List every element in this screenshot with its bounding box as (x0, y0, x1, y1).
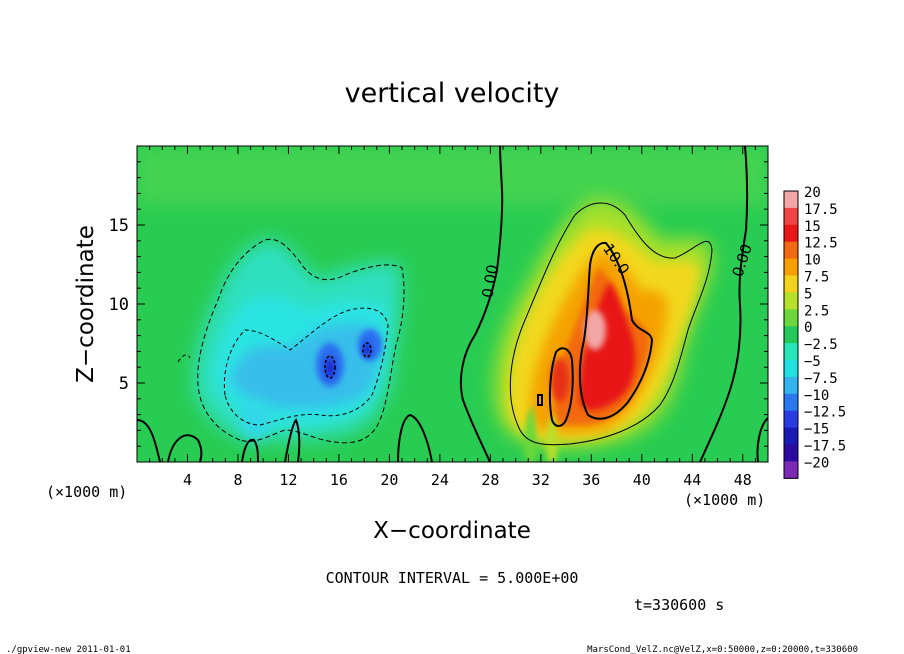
colorbar-label-3: 12.5 (804, 236, 838, 252)
colorbar-swatch-8 (784, 326, 798, 344)
x-tick-label-44: 44 (683, 471, 701, 489)
x-tick-label-16: 16 (330, 471, 348, 489)
contour-zero-right (699, 146, 749, 462)
time-text: t=330600 s (634, 596, 724, 614)
downdraft-core-right (358, 329, 382, 361)
colorbar-label-2: 15 (804, 219, 821, 235)
contour-plus-10 (578, 241, 654, 420)
contour-zero-bottom-5 (397, 413, 433, 462)
colorbar-swatch-3 (784, 241, 798, 260)
colorbar-label-10: −5 (804, 354, 821, 370)
updraft-region (494, 199, 713, 462)
contour-zero-bottom-1 (137, 419, 161, 462)
colorbar-label-12: −10 (804, 388, 829, 404)
contour-minus-5 (197, 238, 405, 444)
x-axis-label: X−coordinate (373, 518, 531, 544)
contour-lines (137, 146, 768, 462)
program-text: ./gpview-new 2011-01-01 (6, 645, 131, 654)
y-tick-label-5: 5 (119, 374, 129, 394)
chart-title: vertical velocity (345, 78, 560, 109)
colorbar-swatch-9 (784, 343, 798, 361)
colorbar-swatch-1 (784, 207, 798, 226)
colorbar-swatch-4 (784, 258, 798, 276)
x-tick-label-4: 4 (183, 471, 192, 489)
field-upper-band (137, 146, 768, 206)
contour-minus-15-b (362, 342, 372, 358)
colorbar-label-14: −15 (804, 422, 829, 438)
colorbar-swatch-14 (784, 427, 798, 445)
y-axis: 5 10 15 (109, 161, 768, 447)
colorbar-label-1: 17.5 (804, 202, 838, 218)
x-tick-label-28: 28 (481, 471, 499, 489)
updraft-core (584, 310, 606, 350)
y-tick-label-10: 10 (109, 295, 129, 315)
colorbar-swatch-6 (784, 292, 798, 310)
contour-zero-bottom-6 (756, 417, 768, 462)
colorbar-swatch-12 (784, 393, 798, 412)
x-unit-left: (×1000 m) (46, 483, 127, 501)
colorbar: 2017.51512.5107.552.50−2.5−5−7.5−10−12.5… (783, 185, 846, 479)
source-text: MarsCond_VelZ.nc@VelZ,x=0:50000,z=0:2000… (587, 645, 858, 654)
colorbar-label-7: 2.5 (804, 303, 829, 319)
y-axis-label: Z−coordinate (73, 225, 99, 383)
colorbar-swatch-5 (784, 275, 798, 293)
contour-label-zero-left: 0.00 (478, 263, 502, 299)
contour-plus-5 (509, 202, 713, 446)
x-tick-label-48: 48 (734, 471, 752, 489)
colorbar-swatch-0 (784, 191, 798, 209)
contour-zero-bottom-3 (241, 438, 259, 462)
colorbar-swatch-11 (784, 376, 798, 395)
contour-zero-bottom-2 (167, 434, 203, 462)
y-tick-label-15: 15 (109, 216, 129, 236)
x-axis: 4 8 12 16 20 24 28 32 36 40 44 48 (149, 146, 756, 489)
contour-minus-15-a (324, 355, 336, 379)
colorbar-label-13: −12.5 (804, 405, 846, 421)
colorbar-label-6: 5 (804, 286, 812, 302)
colorbar-label-16: −20 (804, 455, 829, 471)
colorbar-label-9: −2.5 (804, 337, 838, 353)
colorbar-swatch-16 (784, 461, 798, 479)
x-tick-label-36: 36 (582, 471, 600, 489)
x-tick-label-24: 24 (431, 471, 449, 489)
downdraft-region (194, 239, 402, 441)
colorbar-label-15: −17.5 (804, 439, 846, 455)
x-unit-right: (×1000 m) (684, 491, 765, 509)
colorbar-swatch-10 (784, 360, 798, 378)
x-tick-label-40: 40 (633, 471, 651, 489)
colorbar-label-11: −7.5 (804, 371, 838, 387)
colorbar-frame (783, 190, 799, 479)
colorbar-swatch-2 (784, 224, 798, 243)
heatmap-field (137, 146, 768, 462)
contour-plus-10-small (548, 347, 574, 427)
colorbar-label-4: 10 (804, 253, 821, 269)
x-tick-label-32: 32 (532, 471, 550, 489)
contour-zero-bottom-4 (284, 418, 301, 462)
contour-zero-left (460, 146, 504, 462)
colorbar-label-8: 0 (804, 320, 812, 336)
colorbar-label-0: 20 (804, 185, 821, 201)
x-tick-label-12: 12 (279, 471, 297, 489)
contour-minus-10 (223, 307, 389, 426)
colorbar-swatch-15 (784, 444, 798, 462)
x-tick-label-8: 8 (233, 471, 242, 489)
colorbar-swatch-13 (784, 410, 798, 429)
colorbar-label-5: 7.5 (804, 270, 829, 286)
contour-interval-text: CONTOUR INTERVAL = 5.000E+00 (326, 569, 579, 587)
colorbar-swatch-7 (784, 309, 798, 327)
x-tick-label-20: 20 (380, 471, 398, 489)
